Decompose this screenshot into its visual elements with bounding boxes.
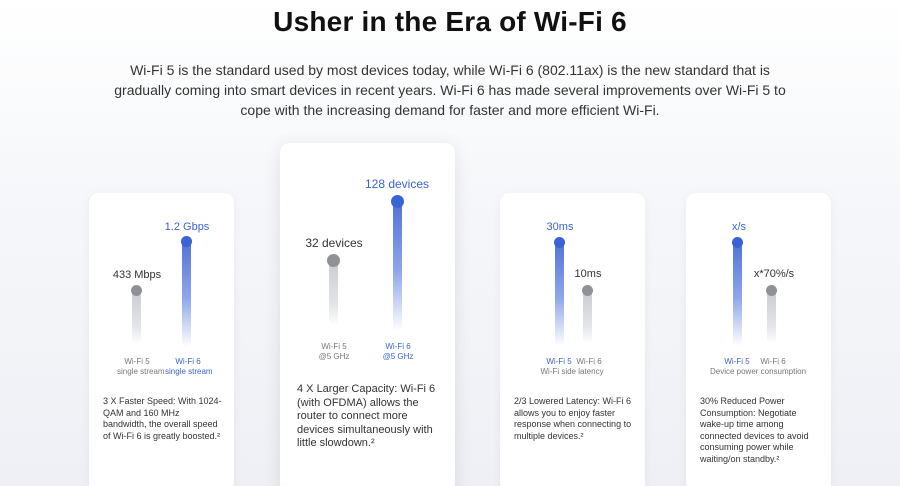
wifi6-speed-value: 1.2 Gbps [164,221,210,233]
wifi5-speed-label: Wi-Fi 5 single stream [117,357,165,376]
wifi5-power-dot [732,237,743,248]
capacity-description: 4 X Larger Capacity: Wi-Fi 6 (with OFDMA… [297,383,436,449]
wifi6-speed-label: Wi-Fi 6 single stream [165,357,213,376]
wifi5-power-bar [733,238,742,346]
wifi5-power-label: Wi-Fi 5 [724,357,750,366]
wifi6-latency-value: 10ms [574,268,602,280]
power-card: x/s x*70%/s Wi-Fi 5 Wi-Fi 6 Device power… [686,193,831,486]
wifi6-latency-dot [582,285,593,296]
wifi5-power-value: x/s [731,221,747,233]
wifi5-speed-bar [132,286,141,344]
latency-card: 30ms 10ms Wi-Fi 5 Wi-Fi 6 Wi-Fi side lat… [500,193,645,486]
page-title: Usher in the Era of Wi-Fi 6 [273,6,627,37]
wifi6-latency-label: Wi-Fi 6 [576,357,602,366]
wifi6-power-bar [767,286,776,344]
latency-caption: Wi-Fi side latency [540,367,604,376]
wifi6-capacity-label: Wi-Fi 6 @5 GHz [382,342,414,361]
wifi6-capacity-dot [391,195,404,208]
wifi5-latency-bar [555,238,564,346]
wifi5-capacity-label: Wi-Fi 5 @5 GHz [318,342,350,361]
power-caption: Device power consumption [709,367,807,376]
wifi6-latency-bar [583,286,592,344]
wifi5-capacity-value: 32 devices [305,236,363,250]
wifi6-power-dot [766,285,777,296]
speed-description: 3 X Faster Speed: With 1024-QAM and 160 … [103,396,222,441]
wifi5-latency-dot [554,237,565,248]
wifi5-speed-dot [131,285,142,296]
wifi6-capacity-value: 128 devices [364,177,430,191]
wifi6-speed-dot [181,236,192,247]
speed-card: 433 Mbps 1.2 Gbps Wi-Fi 5 single stream W… [89,193,234,486]
wifi5-capacity-bar [329,256,338,326]
wifi5-speed-value: 433 Mbps [112,269,162,281]
wifi6-power-value: x*70%/s [753,268,795,280]
latency-description: 2/3 Lowered Latency: Wi-Fi 6 allows you … [514,396,632,441]
wifi5-capacity-dot [327,254,340,267]
wifi6-speed-bar [182,237,191,347]
wifi5-latency-label: Wi-Fi 5 [546,357,572,366]
capacity-card: 32 devices 128 devices Wi-Fi 5 @5 GHz Wi-… [280,143,455,486]
wifi5-latency-value: 30ms [546,221,574,233]
intro-paragraph: Wi-Fi 5 is the standard used by most dev… [114,62,786,118]
wifi6-capacity-bar [393,197,402,331]
power-description: 30% Reduced Power Consumption: Negotiate… [700,396,809,464]
wifi6-power-label: Wi-Fi 6 [760,357,786,366]
